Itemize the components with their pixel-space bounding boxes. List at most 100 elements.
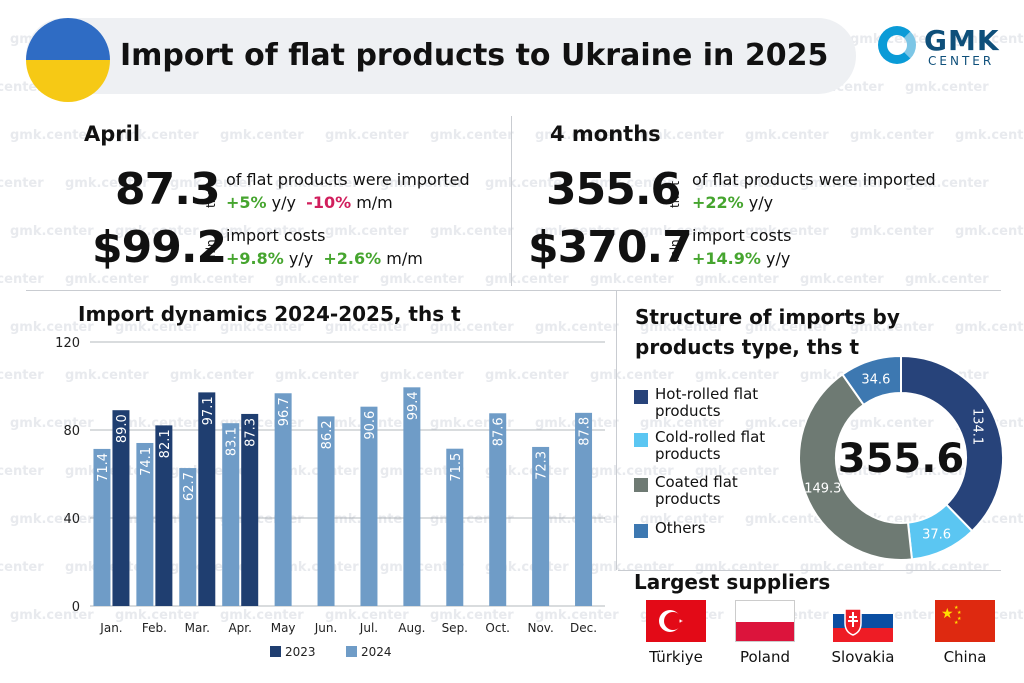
svg-text:★: ★ <box>957 610 962 616</box>
bar-value-label: 74.1 <box>139 447 154 476</box>
slice-value-label: 34.6 <box>861 372 890 387</box>
watermark-text: gmk.center <box>535 320 619 335</box>
watermark-text: gmk.center <box>380 176 464 191</box>
watermark-text: gmk.center <box>380 560 464 575</box>
bar-2024 <box>575 412 593 606</box>
watermark-text: gmk.center <box>640 512 724 527</box>
supplier-name: Poland <box>739 648 791 666</box>
watermark-text: gmk.center <box>275 368 359 383</box>
watermark-text: gmk.center <box>325 224 409 239</box>
legend-label: Others <box>655 519 706 537</box>
watermark-text: gmk.center <box>10 224 94 239</box>
legend-swatch <box>346 646 357 657</box>
april-volume-yy: +5% <box>226 193 267 212</box>
y-tick-label: 120 <box>55 336 80 351</box>
bar-value-label: 89.0 <box>115 414 130 443</box>
svg-text:★: ★ <box>957 616 962 622</box>
watermark-text: gmk.center <box>115 416 199 431</box>
bar-value-label: 97.1 <box>201 396 216 425</box>
watermark-text: gmk.center <box>380 464 464 479</box>
suppliers-title: Largest suppliers <box>634 570 831 594</box>
watermark-text: gmk.center <box>850 128 934 143</box>
watermark-text: gmk.center <box>65 368 149 383</box>
watermark-text: gmk.center <box>65 272 149 287</box>
x-tick-label: Jun. <box>314 621 338 635</box>
april-cost-change: +9.8% y/y +2.6% m/m <box>226 249 423 268</box>
svg-text:★: ★ <box>954 605 959 611</box>
watermark-text: gmk.center <box>745 224 829 239</box>
watermark-text: gmk.center <box>955 224 1024 239</box>
watermark-text: gmk.center <box>590 176 674 191</box>
legend-swatch <box>270 646 281 657</box>
watermark-text: gmk.center <box>905 272 989 287</box>
watermark-text: gmk.center <box>590 272 674 287</box>
donut-chart: 134.1 37.6 149.3 34.6 <box>798 354 1004 561</box>
watermark-text: gmk.center <box>10 416 94 431</box>
x-tick-label: Feb. <box>142 621 167 635</box>
watermark-text: gmk.center <box>590 464 674 479</box>
watermark-text: gmk.center <box>115 224 199 239</box>
x-tick-label: Dec. <box>570 621 597 635</box>
watermark-text: gmk.center <box>380 368 464 383</box>
watermark-text: gmk.center <box>0 464 44 479</box>
yy-label: y/y <box>288 249 314 268</box>
watermark-text: gmk.center <box>640 416 724 431</box>
four-months-volume-desc: of flat products were imported <box>692 170 936 189</box>
watermark-text: gmk.center <box>640 128 724 143</box>
watermark-text: gmk.center <box>485 176 569 191</box>
watermark-text: gmk.center <box>535 608 619 623</box>
divider <box>618 570 1001 571</box>
bar-2024 <box>274 393 292 606</box>
watermark-text: gmk.center <box>430 128 514 143</box>
watermark-text: gmk.center <box>380 272 464 287</box>
legend-swatch <box>634 478 648 492</box>
watermark-text: gmk.center <box>170 368 254 383</box>
bar-value-label: 83.1 <box>225 427 240 456</box>
x-tick-label: Oct. <box>485 621 510 635</box>
y-tick-label: 80 <box>63 424 80 439</box>
x-tick-label: Nov. <box>527 621 553 635</box>
watermark-text: gmk.center <box>955 320 1024 335</box>
donut-chart-title: Structure of imports by products type, t… <box>635 305 900 359</box>
legend-label: Cold-rolled flat products <box>655 428 766 463</box>
watermark-text: gmk.center <box>695 176 779 191</box>
bar-2024 <box>446 448 464 606</box>
four-months-volume-yy: +22% <box>692 193 744 212</box>
slice-value-label: 37.6 <box>922 528 951 543</box>
legend-label: 2023 <box>285 645 316 659</box>
yy-label: y/y <box>271 193 296 212</box>
yy-label: y/y <box>748 193 774 212</box>
watermark-text: gmk.center <box>485 368 569 383</box>
bar-value-label: 72.3 <box>535 451 550 480</box>
watermark-text: gmk.center <box>695 464 779 479</box>
china-flag-icon: ★ ★ ★ ★ ★ <box>935 600 995 642</box>
watermark-text: gmk.center <box>590 560 674 575</box>
divider <box>511 116 512 286</box>
watermark-text: gmk.center <box>905 560 989 575</box>
bar-value-label: 82.1 <box>158 429 173 458</box>
y-tick-label: 0 <box>72 600 80 615</box>
watermark-text: gmk.center <box>325 320 409 335</box>
x-tick-label: Jul. <box>359 621 378 635</box>
watermark-text: gmk.center <box>10 320 94 335</box>
title-bar <box>26 18 856 94</box>
watermark-text: gmk.center <box>0 176 44 191</box>
x-tick-label: Mar. <box>185 621 210 635</box>
four-months-cost-unit: mln <box>668 239 682 262</box>
bar-2024 <box>317 416 335 606</box>
april-cost-desc: import costs <box>226 226 326 245</box>
watermark-text: gmk.center <box>0 368 44 383</box>
four-months-label: 4 months <box>550 122 661 146</box>
slovakia-flag-icon <box>833 600 893 642</box>
watermark-text: gmk.center <box>745 128 829 143</box>
slice-value-label: 149.3 <box>804 481 841 496</box>
turkiye-flag-icon <box>646 600 706 642</box>
watermark-text: gmk.center <box>850 320 934 335</box>
slice-value-label: 134.1 <box>969 408 984 445</box>
watermark-text: gmk.center <box>325 128 409 143</box>
logo-name: GMK <box>924 24 1000 57</box>
supplier-china: ★ ★ ★ ★ ★ China <box>920 600 1010 666</box>
bar-value-label: 87.8 <box>578 417 593 446</box>
poland-flag-icon <box>735 600 795 642</box>
watermark-text: gmk.center <box>65 176 149 191</box>
